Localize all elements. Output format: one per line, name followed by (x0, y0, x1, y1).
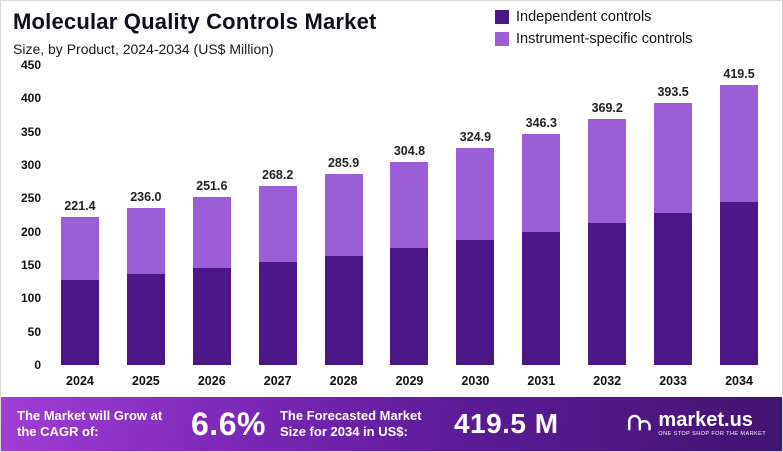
bar-total-label: 236.0 (130, 189, 162, 204)
bar-segment-instrument-specific (60, 217, 99, 280)
brand-logo[interactable]: market.us ONE STOP SHOP FOR THE MARKET (626, 410, 766, 439)
bar-column: 324.9 2030 (447, 65, 503, 397)
bar-segment-instrument-specific (192, 197, 231, 269)
bar-column: 285.9 2028 (316, 65, 372, 397)
x-axis-label: 2029 (395, 374, 424, 388)
bar-total-label: 268.2 (262, 168, 294, 183)
bar-segment-instrument-specific (258, 186, 297, 263)
x-axis-label: 2026 (197, 374, 226, 388)
y-axis-tick-label: 150 (20, 258, 41, 272)
bar-total-label: 304.8 (393, 143, 426, 158)
footer-banner: The Market will Grow at the CAGR of: 6.6… (1, 397, 782, 451)
bar-segment-independent (522, 231, 561, 365)
forecast-value: 419.5 M (453, 408, 559, 439)
bar-total-label: 393.5 (657, 84, 689, 99)
bar-segment-independent (126, 274, 165, 365)
bar-total-label: 285.9 (327, 156, 360, 171)
market-us-m-icon (626, 410, 652, 439)
bar-column: 346.3 2031 (513, 65, 569, 397)
bar-segment-independent (324, 255, 363, 365)
bar-column: 236.0 2025 (118, 65, 174, 397)
bar-column: 304.8 2029 (381, 65, 437, 397)
bar-segment-independent (192, 268, 231, 365)
bar-segment-independent (720, 201, 759, 365)
x-axis-label: 2034 (725, 374, 753, 388)
bar-segment-instrument-specific (126, 207, 165, 275)
bar-segment-instrument-specific (390, 161, 429, 248)
bar-total-label: 251.6 (196, 179, 228, 194)
y-axis-tick-label: 450 (20, 58, 41, 72)
bar-segment-instrument-specific (588, 118, 627, 223)
bar-segment-instrument-specific (324, 174, 363, 256)
y-axis-tick-label: 200 (20, 224, 41, 239)
x-axis-label: 2024 (66, 374, 94, 388)
cagr-label: The Market will Grow at the CAGR of: (17, 407, 163, 439)
bar-total-label: 324.9 (459, 130, 492, 145)
plot-area: 221.4 2024 236.0 2025 251.6 2026 268.2 2027 285.… (47, 65, 772, 397)
y-axis: 0 50 100 150 200 250 300 350 400 450 (7, 58, 47, 397)
cagr-value: 6.6% (191, 405, 266, 442)
bar-column: 268.2 2027 (250, 65, 306, 397)
y-axis-tick-label: 350 (20, 124, 41, 139)
bar-segment-instrument-specific (456, 148, 495, 241)
bar-column: 393.5 2033 (645, 65, 701, 397)
y-axis-tick-label: 400 (20, 91, 41, 106)
y-axis-tick-label: 300 (20, 158, 41, 172)
x-axis-label: 2030 (461, 374, 490, 388)
bar-total-label: 419.5 (723, 67, 755, 82)
bar-stack: 251.6 (184, 65, 240, 365)
bar-segment-independent (588, 223, 627, 365)
x-axis-label: 2031 (527, 374, 556, 388)
legend-label: Independent controls (516, 9, 652, 25)
bar-segment-independent (654, 213, 693, 365)
bar-segment-instrument-specific (654, 102, 693, 213)
bar-segment-instrument-specific (522, 134, 561, 232)
chart-subtitle: Size, by Product, 2024-2034 (US$ Million… (13, 41, 274, 57)
bar-stack: 346.3 (513, 65, 569, 365)
bar-total-label: 221.4 (64, 199, 96, 214)
y-axis-tick-label: 100 (20, 291, 41, 306)
bar-stack: 236.0 (118, 65, 174, 365)
bar-column: 251.6 2026 (184, 65, 240, 397)
bar-stack: 221.4 (52, 65, 108, 365)
x-axis-label: 2028 (329, 374, 358, 388)
bar-segment-instrument-specific (720, 85, 759, 202)
x-axis-label: 2032 (593, 374, 622, 388)
legend-label: Instrument-specific controls (516, 31, 693, 47)
legend-item: Instrument-specific controls (495, 31, 692, 47)
y-axis-tick-label: 0 (34, 358, 41, 372)
bar-total-label: 346.3 (525, 116, 557, 131)
bar-stack: 268.2 (250, 65, 306, 365)
bar-segment-independent (390, 247, 429, 365)
bar-column: 369.2 2032 (579, 65, 635, 397)
bar-column: 221.4 2024 (52, 65, 108, 397)
chart-area: 0 50 100 150 200 250 300 350 400 450 221.4 2024 236… (1, 58, 782, 397)
bar-stack: 304.8 (381, 65, 437, 365)
header: Molecular Quality Controls Market Size, … (1, 1, 782, 65)
x-axis-label: 2033 (659, 374, 688, 388)
y-axis-tick-label: 50 (27, 324, 41, 339)
legend-swatch (495, 32, 509, 46)
bar-stack: 285.9 (316, 65, 372, 365)
chart-title: Molecular Quality Controls Market (13, 9, 377, 34)
legend-swatch (495, 10, 509, 24)
brand-tagline: ONE STOP SHOP FOR THE MARKET (658, 431, 766, 438)
bar-stack: 324.9 (447, 65, 503, 365)
bar-segment-independent (60, 279, 99, 365)
bar-stack: 419.5 (711, 65, 767, 365)
x-axis-label: 2027 (263, 374, 292, 388)
bar-segment-independent (258, 262, 297, 365)
bar-stack: 393.5 (645, 65, 701, 365)
bar-segment-independent (456, 240, 495, 365)
bar-total-label: 369.2 (591, 100, 623, 115)
brand-name: market.us (658, 409, 753, 432)
legend: Independent controls Instrument-specific … (495, 9, 692, 47)
y-axis-tick-label: 250 (20, 191, 41, 206)
bar-column: 419.5 2034 (711, 65, 767, 397)
forecast-label: The Forecasted Market Size for 2034 in U… (279, 407, 422, 439)
bar-stack: 369.2 (579, 65, 635, 365)
x-axis-label: 2025 (131, 374, 160, 388)
legend-item: Independent controls (495, 9, 692, 25)
